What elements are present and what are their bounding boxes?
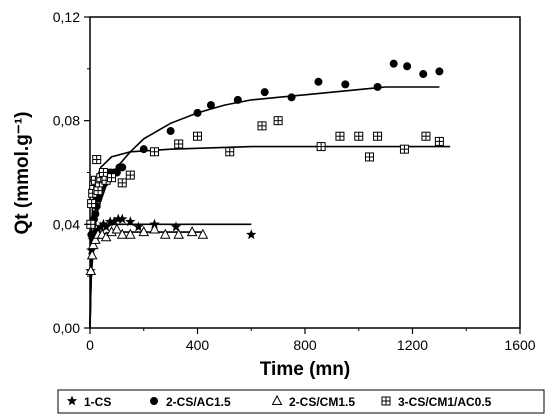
- x-axis-title: Time (mn): [260, 359, 350, 380]
- legend-marker: [271, 394, 283, 405]
- data-point: [125, 216, 136, 227]
- data-point: [225, 147, 235, 157]
- data-point: [113, 213, 124, 224]
- data-point: [260, 88, 269, 97]
- data-point: [166, 127, 175, 136]
- data-point: [85, 264, 97, 275]
- data-point: [341, 80, 350, 89]
- data-point: [139, 145, 148, 154]
- data-point: [138, 226, 150, 237]
- y-axis-title: Qt (mmol.g⁻¹): [12, 112, 33, 235]
- data-point: [117, 178, 127, 188]
- legend-marker: [381, 396, 391, 406]
- data-point: [150, 147, 159, 157]
- fit-curves: [89, 86, 451, 329]
- data-point: [421, 131, 431, 141]
- data-point: [197, 228, 209, 239]
- x-tick-label: 400: [186, 337, 210, 353]
- data-point: [435, 67, 444, 76]
- data-point: [335, 131, 345, 141]
- legend-label: 2-CS/CM1.5: [289, 395, 355, 409]
- x-tick-label: 800: [293, 337, 317, 353]
- data-point: [287, 93, 296, 102]
- data-point: [373, 82, 382, 91]
- legend: 1-CS 2-CS/AC1.5 2-CS/CM1.5 3-CS/CM1/AC0.5: [57, 389, 545, 414]
- data-point: [107, 173, 116, 183]
- data-point: [100, 231, 112, 242]
- legend-label: 1-CS: [84, 395, 111, 409]
- legend-label: 3-CS/CM1/AC0.5: [398, 395, 492, 409]
- data-point: [92, 155, 102, 165]
- x-tick-label: 0: [86, 337, 94, 353]
- fit-line: [89, 223, 252, 329]
- data-point: [118, 163, 127, 172]
- data-point: [93, 186, 103, 196]
- y-tick-label: 0,12: [53, 9, 80, 25]
- data-point: [100, 221, 112, 232]
- data-point: [206, 101, 215, 110]
- data-point: [116, 228, 128, 239]
- data-point: [109, 216, 120, 227]
- data-point: [149, 223, 160, 234]
- y-tick-label: 0,08: [53, 113, 80, 129]
- legend-marker: [150, 397, 158, 405]
- data-point: [193, 108, 202, 117]
- x-tick-label: 1200: [397, 337, 428, 353]
- data-point: [316, 142, 326, 152]
- data-point: [87, 238, 99, 250]
- y-tick-label: 0,00: [53, 320, 80, 336]
- data-point: [90, 233, 101, 244]
- data-point: [98, 168, 108, 177]
- data-point: [111, 223, 123, 234]
- data-point: [389, 59, 398, 68]
- data-point: [90, 226, 101, 237]
- data-point: [174, 139, 184, 149]
- data-point: [314, 77, 323, 86]
- data-points: [85, 59, 444, 276]
- data-point: [87, 199, 97, 209]
- data-point: [133, 221, 144, 232]
- y-tick-label: 0,04: [53, 216, 80, 232]
- data-point: [87, 230, 96, 239]
- data-point: [86, 244, 97, 255]
- data-point: [193, 131, 202, 141]
- data-point: [257, 121, 267, 131]
- data-point: [354, 131, 364, 141]
- data-point: [403, 62, 412, 71]
- data-point: [124, 228, 136, 239]
- data-point: [419, 70, 428, 79]
- data-point: [98, 218, 109, 229]
- data-point: [95, 221, 106, 232]
- data-point: [186, 226, 198, 237]
- data-point: [246, 229, 257, 240]
- data-point: [159, 228, 171, 239]
- data-point: [273, 116, 283, 126]
- legend-marker: [66, 395, 78, 406]
- data-point: [373, 131, 383, 141]
- legend-label: 2-CS/AC1.5: [166, 395, 231, 409]
- data-point: [86, 249, 98, 260]
- plot-frame: [89, 16, 521, 329]
- data-point: [365, 152, 374, 162]
- data-point: [399, 144, 409, 154]
- data-point: [91, 209, 100, 218]
- data-point: [125, 170, 135, 180]
- tick-labels: 0 400 800 1200 1600 0,00 0,04 0,08 0,12: [53, 9, 536, 353]
- data-point: [173, 228, 185, 239]
- data-point: [434, 136, 444, 146]
- legend-frame: [57, 389, 545, 414]
- x-tick-label: 1600: [504, 337, 535, 353]
- axis-ticks: [84, 16, 521, 334]
- fit-line: [89, 145, 451, 329]
- data-point: [170, 221, 182, 232]
- data-point: [233, 95, 242, 104]
- data-point: [104, 216, 116, 227]
- fit-line: [89, 231, 203, 329]
- data-point: [117, 213, 128, 224]
